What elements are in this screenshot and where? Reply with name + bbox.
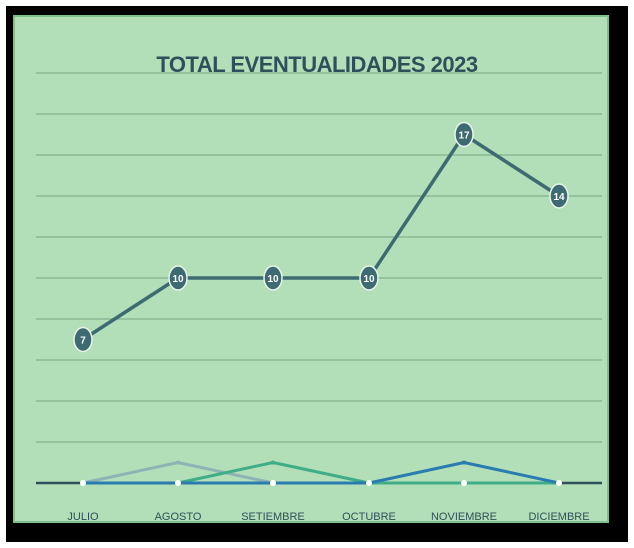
chart-panel [13, 15, 609, 523]
x-tick-label: AGOSTO [155, 511, 202, 523]
data-point-marker [359, 265, 379, 291]
data-label: 7 [80, 336, 86, 347]
minor-data-point [462, 460, 466, 465]
x-tick-mark [556, 480, 562, 486]
series-line-0 [82, 132, 560, 341]
x-tick-mark [80, 480, 86, 486]
data-label: 17 [458, 131, 470, 142]
main-series-group: 7 10 10 10 17 14 [73, 121, 569, 353]
data-label: 10 [267, 274, 279, 285]
data-label: 14 [553, 192, 565, 203]
data-point-marker [549, 183, 569, 209]
x-tick-label: SETIEMBRE [241, 511, 305, 523]
minor-data-point [271, 460, 275, 465]
x-tick-label: OCTUBRE [342, 511, 396, 523]
data-point-marker [454, 121, 474, 148]
x-axis-ticks: JULIO AGOSTO SETIEMBRE OCTUBRE NOVIEMBRE DICI… [67, 480, 590, 523]
data-point-marker [263, 265, 283, 291]
series-line-2 [83, 461, 559, 485]
x-tick-mark [270, 480, 276, 486]
data-point-marker [73, 326, 93, 353]
data-label: 10 [363, 274, 375, 285]
series-line-3 [83, 461, 560, 485]
minor-series-group [81, 460, 561, 485]
x-tick-label: NOVIEMBRE [431, 511, 497, 523]
data-label: 10 [172, 274, 184, 285]
x-tick-mark [175, 480, 181, 486]
minor-data-point [176, 460, 180, 465]
x-tick-mark [461, 480, 467, 486]
data-point-marker [168, 265, 188, 291]
x-tick-label: DICIEMBRE [528, 511, 589, 523]
x-tick-label: JULIO [67, 511, 99, 523]
x-tick-mark [366, 480, 372, 486]
